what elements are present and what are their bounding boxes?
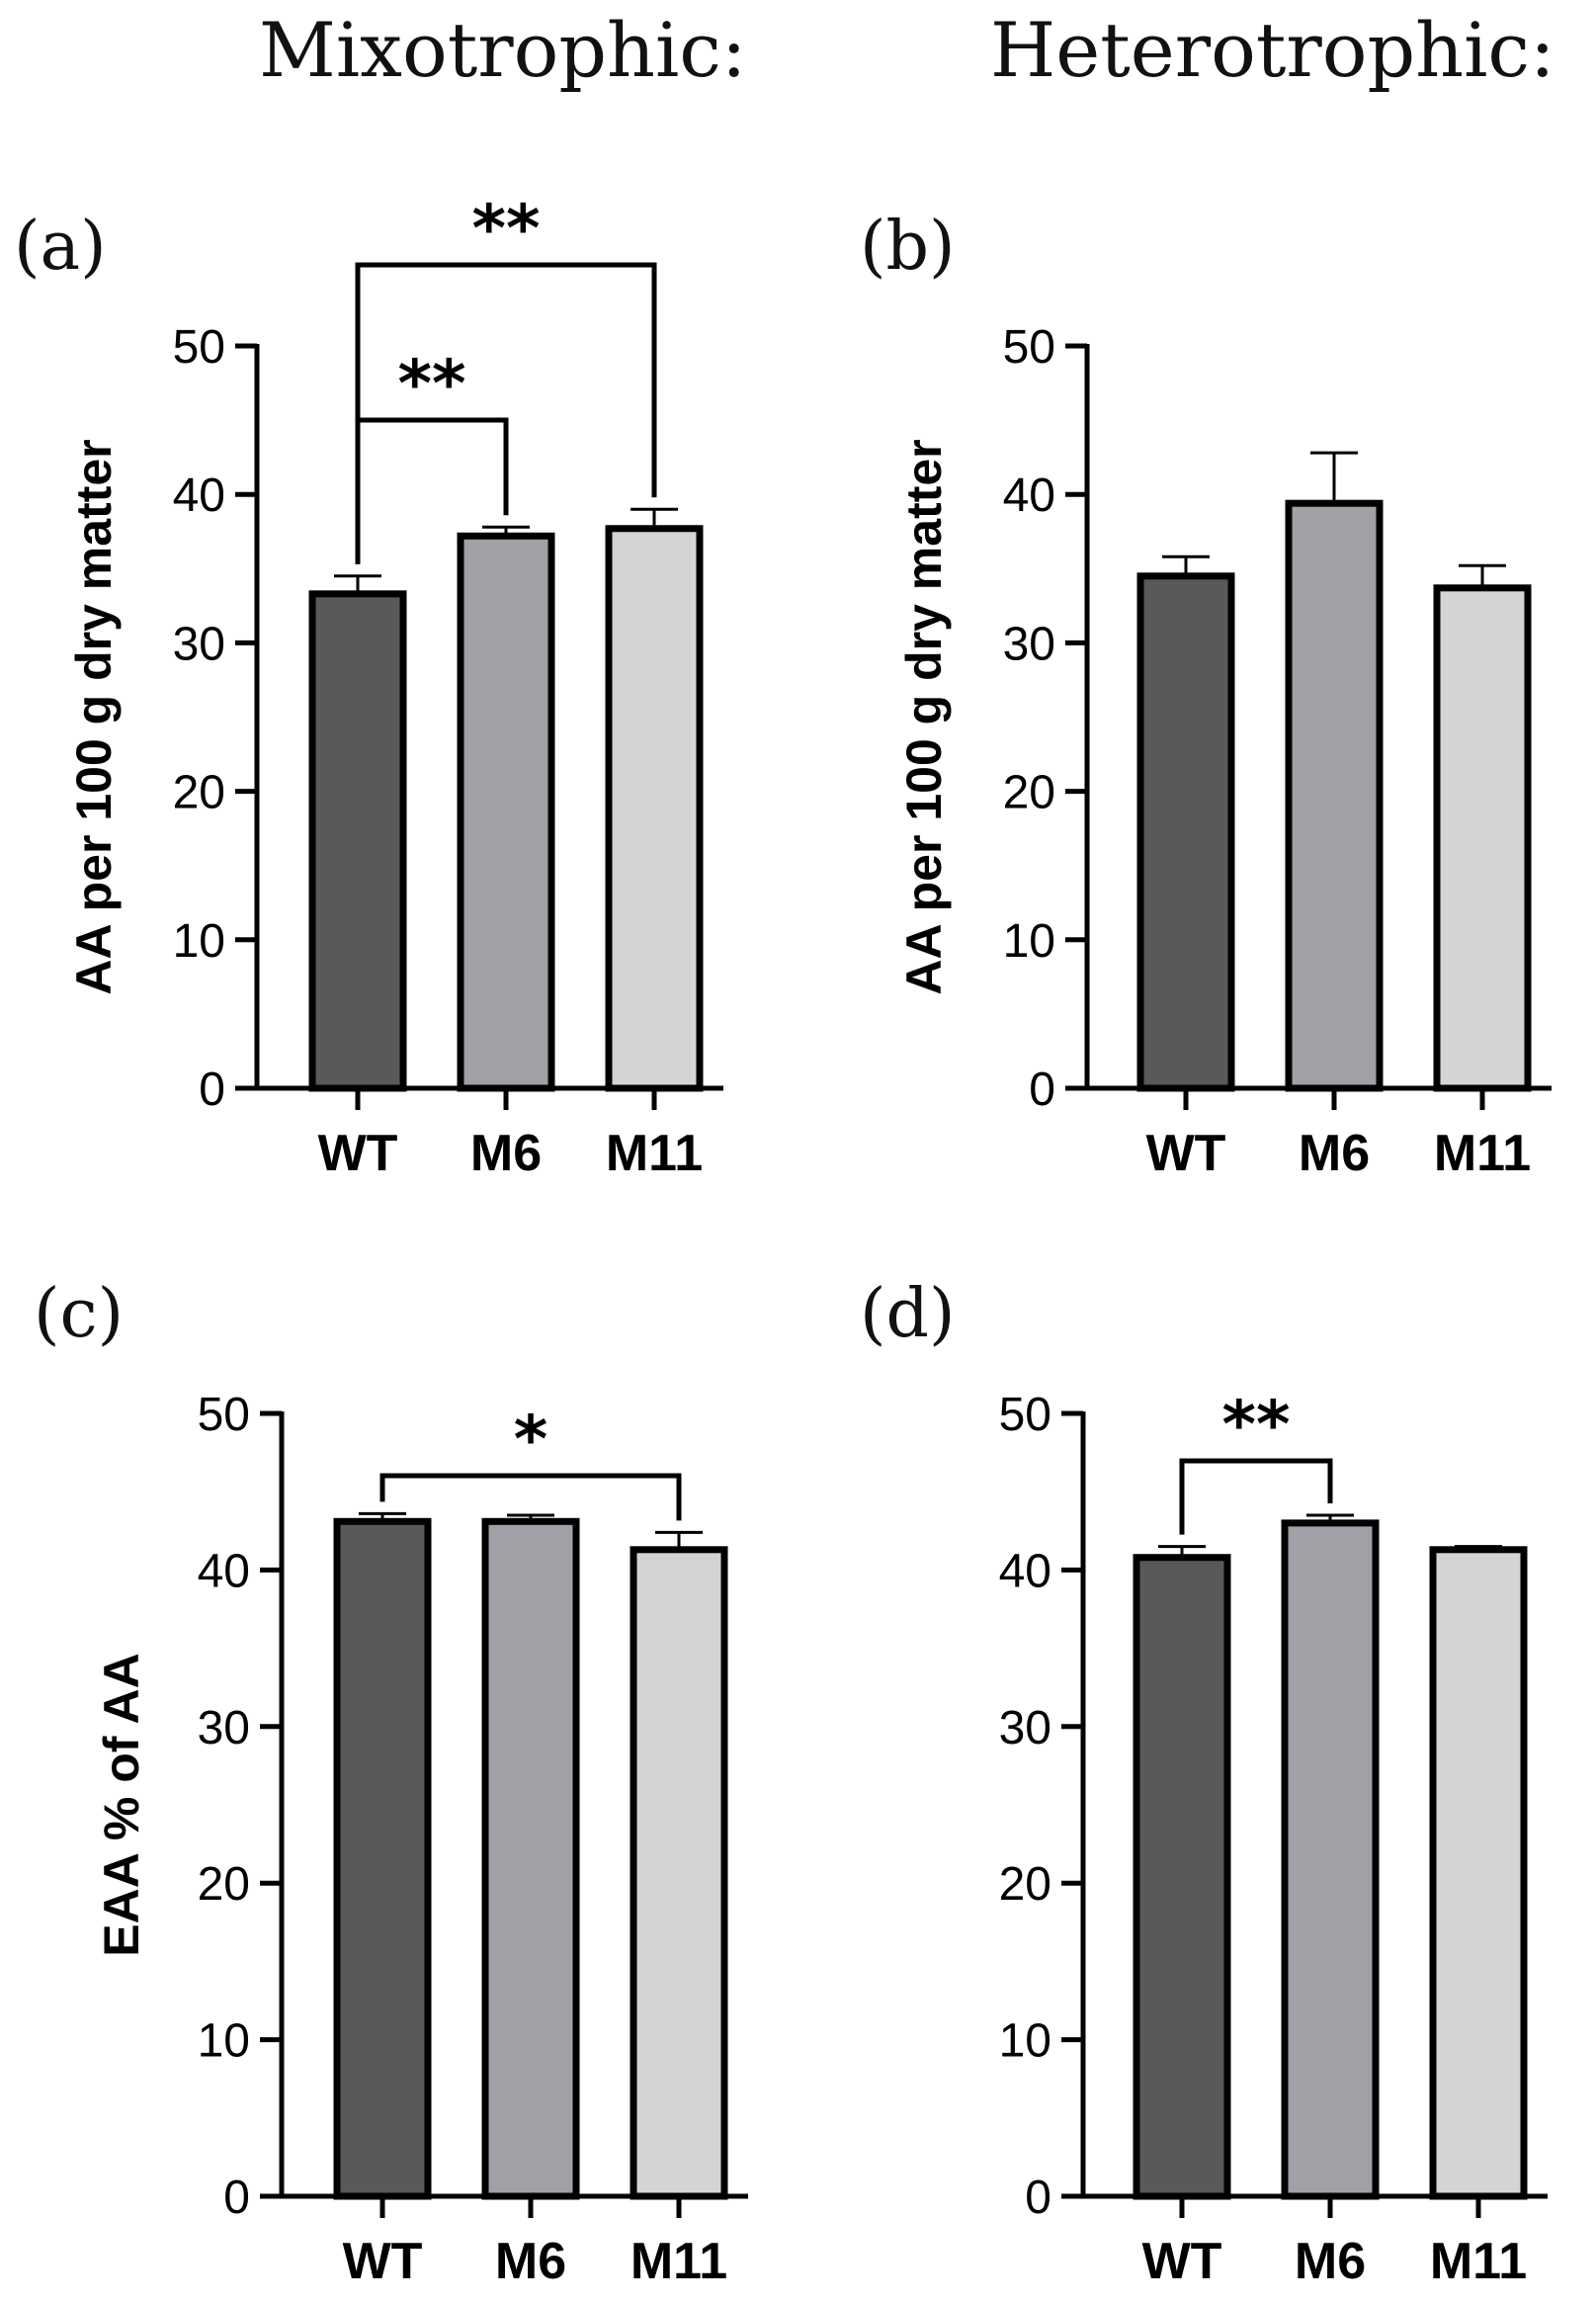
x-tick-label-m11: M11: [1434, 1125, 1531, 1182]
chart-panel-c: (c) EAA % of AA 0 10 20 30 40 50 WT M6 M11 *: [34, 1275, 748, 2290]
bar-m6: [1285, 499, 1384, 1092]
x-tick-label-wt: WT: [318, 1125, 398, 1182]
panel-label: (b): [860, 208, 956, 286]
y-axis-label: AA per 100 g dry matter: [896, 439, 952, 994]
y-tick-label: 40: [999, 1545, 1051, 1597]
bar-m11: [1429, 1546, 1528, 2200]
x-tick-label-m6: M6: [470, 1125, 542, 1182]
y-tick-label: 10: [198, 2015, 250, 2068]
bar-wt: [1136, 572, 1235, 1092]
y-axis-label: EAA % of AA: [94, 1653, 149, 1956]
panel-label: (a): [14, 208, 107, 286]
y-tick-label: 50: [1003, 321, 1055, 374]
bar-m11: [1433, 584, 1532, 1092]
bar-wt: [333, 1517, 432, 2200]
y-tick-label: 50: [999, 1389, 1051, 1441]
bar-m6: [481, 1517, 580, 2200]
y-tick-label: 40: [1003, 469, 1055, 522]
y-tick-label: 10: [999, 2015, 1051, 2068]
panel-label: (d): [860, 1275, 956, 1353]
significance-label: **: [397, 346, 465, 422]
y-tick-label: 30: [173, 618, 225, 670]
bar-wt: [1133, 1554, 1231, 2200]
bar-wt: [308, 590, 407, 1092]
y-tick-label: 40: [173, 469, 225, 522]
significance-label: **: [471, 191, 540, 267]
y-tick-label: 30: [999, 1702, 1051, 1754]
column-title-heterotrophic: Heterotrophic:: [990, 6, 1555, 94]
x-tick-label-m6: M6: [1299, 1125, 1370, 1182]
y-tick-label: 0: [1025, 2172, 1051, 2224]
x-tick-label-wt: WT: [1146, 1125, 1226, 1182]
significance-bracket: [355, 262, 657, 564]
y-tick-label: 50: [173, 321, 225, 374]
y-tick-label: 20: [198, 1858, 250, 1911]
chart-panel-a: (a) AA per 100 g dry matter 0 10 20 30 40 50 WT M…: [14, 191, 723, 1182]
y-tick-label: 20: [999, 1858, 1051, 1911]
x-tick-label-wt: WT: [343, 2233, 423, 2290]
significance-label: **: [1221, 1387, 1290, 1463]
y-tick-label: 50: [198, 1389, 250, 1441]
significance-bracket: [1179, 1458, 1333, 1535]
y-tick-label: 0: [199, 1064, 225, 1116]
y-tick-label: 10: [1003, 915, 1055, 968]
significance-label: *: [514, 1402, 548, 1478]
significance-bracket: [379, 1473, 682, 1521]
bar-m11: [605, 525, 704, 1092]
x-tick-label-m11: M11: [1430, 2233, 1527, 2290]
x-tick-label-m6: M6: [1295, 2233, 1366, 2290]
y-tick-label: 20: [173, 767, 225, 819]
y-tick-label: 0: [223, 2172, 250, 2224]
chart-panel-b: (b) AA per 100 g dry matter 0 10 20 30 40 50 WT M…: [860, 208, 1552, 1182]
bar-m6: [1281, 1519, 1380, 2200]
y-tick-label: 10: [173, 915, 225, 968]
y-axis-label: AA per 100 g dry matter: [66, 439, 122, 994]
x-tick-label-m6: M6: [495, 2233, 566, 2290]
y-tick-label: 20: [1003, 767, 1055, 819]
y-tick-label: 30: [1003, 618, 1055, 670]
bar-m6: [457, 532, 555, 1092]
y-tick-label: 0: [1029, 1064, 1055, 1116]
x-tick-label-wt: WT: [1142, 2233, 1222, 2290]
chart-panel-d: (d) 0 10 20 30 40 50 WT M6 M11 **: [860, 1275, 1548, 2290]
y-tick-label: 30: [198, 1702, 250, 1754]
column-title-mixotrophic: Mixotrophic:: [259, 6, 747, 94]
bar-m11: [630, 1546, 728, 2200]
x-tick-label-m11: M11: [606, 1125, 703, 1182]
y-tick-label: 40: [198, 1545, 250, 1597]
x-tick-label-m11: M11: [630, 2233, 727, 2290]
panel-label: (c): [34, 1275, 124, 1353]
